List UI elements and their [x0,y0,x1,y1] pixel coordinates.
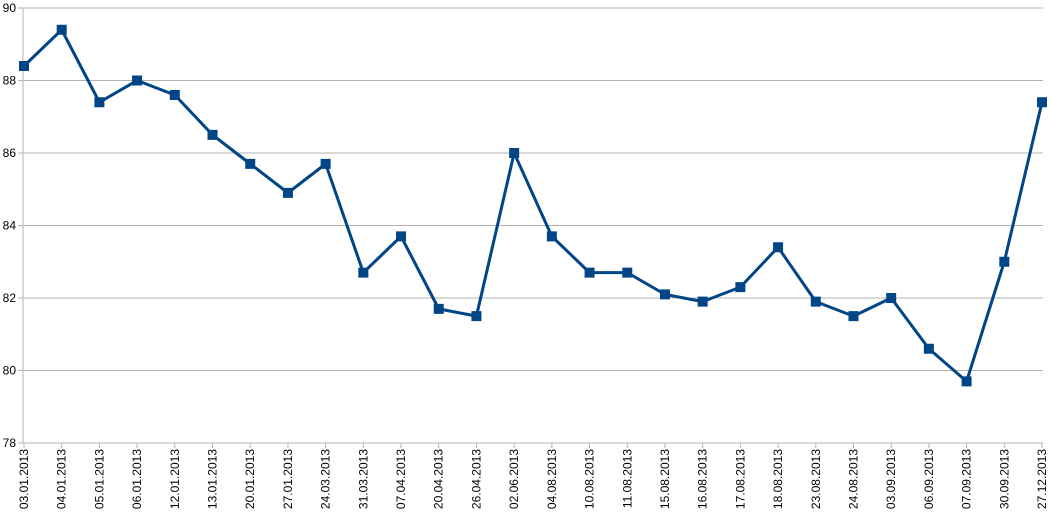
data-point [282,187,293,198]
x-tick-label: 27.01.2013 [281,449,295,509]
x-tick-label: 24.08.2013 [846,449,860,509]
x-tick-label: 27.12.2013 [1035,449,1049,509]
x-tick-label: 04.08.2013 [545,449,559,509]
x-tick-label: 06.01.2013 [130,449,144,509]
data-point [56,24,67,35]
x-tick-label: 07.09.2013 [960,449,974,509]
data-point [848,311,859,322]
x-tick-label: 30.09.2013 [997,449,1011,509]
data-point [735,282,746,293]
x-tick-label: 07.04.2013 [394,449,408,509]
axes [22,8,1043,444]
data-point [245,158,256,169]
data-point [546,231,557,242]
data-point [433,303,444,314]
data-point [584,267,595,278]
data-point [622,267,633,278]
data-point [207,129,218,140]
data-point [358,267,369,278]
data-point [509,148,520,158]
data-point [961,376,972,387]
series-line [22,28,1044,383]
x-tick-label: 20.01.2013 [243,449,257,509]
x-axis-ticks: 03.01.2013 04.01.2013 05.01.2013 06.01.2013… [17,443,1049,509]
data-point [320,158,331,169]
x-tick-label: 05.01.2013 [92,449,106,509]
data-point [810,296,821,307]
data-point [19,61,29,71]
x-tick-label: 13.01.2013 [206,449,220,509]
x-tick-label: 23.08.2013 [809,449,823,509]
data-point [773,242,784,253]
x-tick-label: 31.03.2013 [356,449,370,509]
y-tick-label: 84 [3,219,17,233]
y-tick-label: 78 [3,436,17,450]
x-tick-label: 16.08.2013 [696,449,710,509]
x-tick-label: 06.09.2013 [922,449,936,509]
x-tick-label: 03.01.2013 [17,449,31,509]
x-tick-label: 20.04.2013 [432,449,446,509]
data-point [999,256,1010,267]
x-tick-label: 03.09.2013 [884,449,898,509]
data-point [396,231,407,242]
data-point [132,75,143,86]
y-tick-label: 86 [3,146,17,160]
y-axis-ticks: 78 80 82 84 86 88 90 [3,1,17,450]
x-tick-label: 26.04.2013 [469,449,483,509]
data-point [471,311,482,322]
series [19,24,1047,387]
x-tick-label: 15.08.2013 [658,449,672,509]
x-tick-label: 10.08.2013 [583,449,597,509]
x-tick-label: 18.08.2013 [771,449,785,509]
x-tick-label: 04.01.2013 [55,449,69,509]
data-point [697,296,708,307]
gridlines [18,7,1043,444]
y-tick-label: 80 [3,364,17,378]
data-point [1037,97,1047,108]
x-tick-label: 12.01.2013 [168,449,182,509]
data-point [659,289,670,300]
data-point [886,293,897,303]
data-point [169,90,180,100]
x-tick-label: 02.06.2013 [507,449,521,509]
x-tick-label: 17.08.2013 [733,449,747,509]
x-tick-label: 24.03.2013 [319,449,333,509]
y-tick-label: 90 [3,1,17,15]
data-point [94,97,105,108]
y-tick-label: 82 [3,291,17,305]
y-tick-label: 88 [3,74,17,88]
x-tick-label: 11.08.2013 [620,449,634,508]
data-point [923,343,934,354]
